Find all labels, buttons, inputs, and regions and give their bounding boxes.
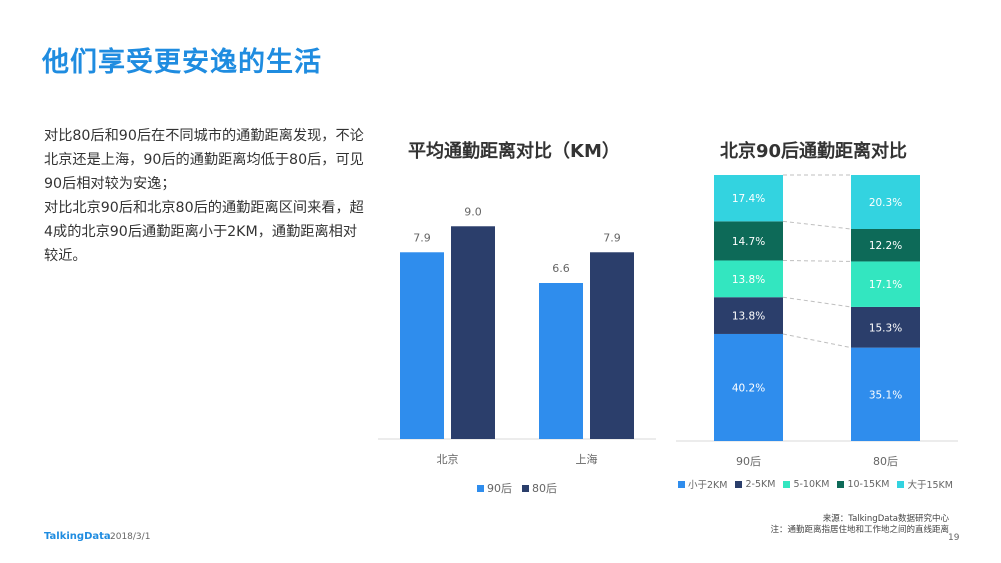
chart1-data-label-0-0: 7.9 — [413, 231, 431, 244]
chart2-segment-0-1 — [714, 297, 783, 334]
source-note: 来源：TalkingData数据研究中心 注：通勤距离指居住地和工作地之间的直线… — [770, 514, 949, 536]
chart1-x-tick-label-0: 北京 — [437, 452, 459, 466]
chart1-legend-label-80: 80后 — [532, 482, 557, 495]
chart2-legend-item-5-10: 5-10KM — [783, 479, 829, 490]
chart1-legend-item-90: 90后 — [477, 480, 512, 496]
chart1-bar-1-0 — [539, 283, 583, 439]
chart2-segment-label-1-2: 17.1% — [869, 279, 902, 291]
chart2-connector-3 — [782, 220, 852, 230]
page-number: 19 — [948, 533, 960, 543]
note-text: 注：通勤距离指居住地和工作地之间的直线距离 — [770, 525, 949, 535]
chart2-segment-label-1-4: 20.3% — [869, 197, 902, 209]
chart2-segment-0-2 — [714, 260, 783, 298]
chart2-segment-1-3 — [851, 228, 920, 262]
chart2-connector-0 — [782, 333, 852, 349]
chart2-distance-range-stacked-chart: 40.2% 13.8% 13.8% 14.7% 17.4% 90后 35.1% 15.3% 17… — [676, 174, 958, 468]
chart2-x-tick-label-0: 90后 — [736, 455, 761, 468]
chart2-segment-label-0-2: 13.8% — [732, 274, 765, 286]
chart2-legend-swatch-gt15 — [897, 480, 905, 488]
chart2-legend-swatch-5-10 — [783, 480, 791, 488]
chart2-legend-label-gt15: 大于15KM — [907, 480, 953, 491]
chart2-segment-label-0-1: 13.8% — [732, 311, 765, 323]
chart1-legend-swatch-90 — [477, 484, 484, 492]
chart2-segment-label-1-1: 15.3% — [869, 322, 902, 334]
chart1-legend-label-90: 90后 — [487, 482, 512, 495]
chart1-title: 平均通勤距离对比（KM） — [408, 141, 620, 162]
chart2-legend-label-10-15: 10-15KM — [847, 478, 890, 490]
chart1-bar-0-0 — [400, 252, 444, 439]
chart2-legend-label-2-5: 2-5KM — [745, 478, 776, 490]
chart2-segment-1-1 — [851, 306, 920, 348]
chart1-data-label-0-1: 9.0 — [464, 205, 482, 218]
chart1-legend-swatch-80 — [522, 484, 529, 492]
footer-date: 2018/3/1 — [110, 532, 151, 542]
chart1-legend: 90后 80后 — [477, 480, 567, 496]
chart2-segment-0-4 — [714, 175, 783, 222]
chart2-legend-item-lt2: 小于2KM — [678, 477, 727, 491]
chart2-segment-0-0 — [714, 333, 783, 441]
chart2-legend-label-5-10: 5-10KM — [793, 478, 830, 490]
chart2-segment-1-4 — [851, 175, 920, 229]
chart1-legend-item-80: 80后 — [522, 480, 557, 496]
chart2-title: 北京90后通勤距离对比 — [720, 141, 908, 162]
chart1-bar-1-1 — [590, 252, 634, 439]
chart2-segment-0-3 — [714, 221, 783, 261]
source-text: 来源：TalkingData数据研究中心 — [822, 514, 949, 524]
chart2-segment-1-2 — [851, 261, 920, 307]
chart2-legend-item-gt15: 大于15KM — [897, 477, 953, 491]
chart2-segment-label-1-3: 12.2% — [869, 240, 902, 252]
chart2-segment-label-0-0: 40.2% — [732, 382, 765, 394]
chart2-legend-swatch-lt2 — [678, 480, 685, 488]
chart2-segment-label-0-3: 14.7% — [732, 236, 765, 248]
summary-paragraph-2: 对比北京90后和北京80后的通勤距离区间来看，超4成的北京90后通勤距离小于2K… — [44, 200, 364, 264]
chart2-legend-item-10-15: 10-15KM — [837, 479, 889, 490]
chart1-x-tick-label-1: 上海 — [576, 452, 598, 466]
chart2-connector-1 — [782, 296, 852, 308]
chart1-bar-0-1 — [451, 226, 495, 439]
chart2-legend: 小于2KM 2-5KM 5-10KM 10-15KM 大于15KM — [678, 477, 961, 491]
chart1-data-label-1-0: 6.6 — [552, 262, 570, 275]
chart2-segment-label-0-4: 17.4% — [732, 193, 765, 205]
chart2-legend-item-2-5: 2-5KM — [735, 479, 775, 490]
chart1-data-label-1-1: 7.9 — [603, 231, 621, 244]
chart2-connector-2 — [782, 259, 852, 262]
chart2-segment-label-1-0: 35.1% — [869, 389, 902, 401]
chart2-legend-swatch-10-15 — [837, 480, 845, 488]
summary-paragraph-1: 对比80后和90后在不同城市的通勤距离发现，不论北京还是上海，90后的通勤距离均… — [44, 128, 364, 192]
chart2-legend-swatch-2-5 — [735, 480, 743, 488]
page-title: 他们享受更安逸的生活 — [42, 47, 322, 78]
brand-logo-text: TalkingData — [44, 531, 111, 542]
chart2-segment-1-0 — [851, 347, 920, 441]
chart1-avg-commute-bar-chart: 7.9 9.0 北京 6.6 7.9 上海 — [378, 205, 656, 466]
chart2-legend-label-lt2: 小于2KM — [688, 480, 728, 491]
chart2-x-tick-label-1: 80后 — [873, 455, 898, 468]
summary-text: 对比80后和90后在不同城市的通勤距离发现，不论北京还是上海，90后的通勤距离均… — [44, 124, 364, 268]
